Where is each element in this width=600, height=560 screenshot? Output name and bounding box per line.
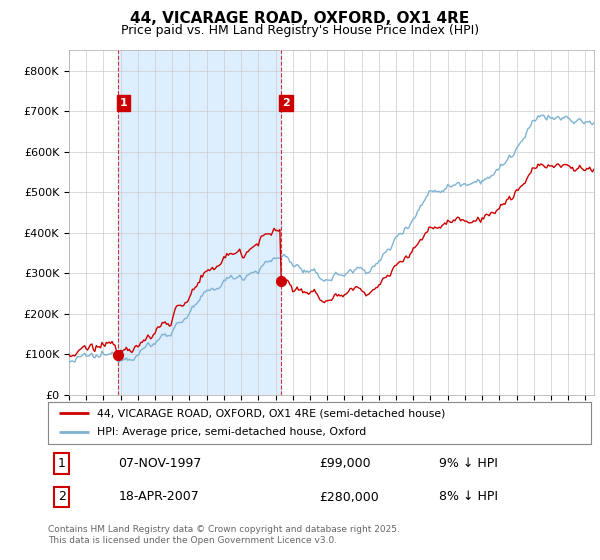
Text: Price paid vs. HM Land Registry's House Price Index (HPI): Price paid vs. HM Land Registry's House … — [121, 24, 479, 36]
Text: 1: 1 — [119, 98, 127, 108]
Text: 2: 2 — [58, 491, 65, 503]
Text: 1: 1 — [58, 457, 65, 470]
Text: £280,000: £280,000 — [320, 491, 379, 503]
Bar — [118, 50, 281, 395]
Text: 8% ↓ HPI: 8% ↓ HPI — [439, 491, 498, 503]
Text: HPI: Average price, semi-detached house, Oxford: HPI: Average price, semi-detached house,… — [97, 427, 366, 437]
Text: 44, VICARAGE ROAD, OXFORD, OX1 4RE: 44, VICARAGE ROAD, OXFORD, OX1 4RE — [130, 11, 470, 26]
Text: Contains HM Land Registry data © Crown copyright and database right 2025.
This d: Contains HM Land Registry data © Crown c… — [48, 525, 400, 545]
Text: 07-NOV-1997: 07-NOV-1997 — [119, 457, 202, 470]
Text: 44, VICARAGE ROAD, OXFORD, OX1 4RE (semi-detached house): 44, VICARAGE ROAD, OXFORD, OX1 4RE (semi… — [97, 408, 445, 418]
Text: 9% ↓ HPI: 9% ↓ HPI — [439, 457, 498, 470]
Text: £99,000: £99,000 — [320, 457, 371, 470]
Text: 18-APR-2007: 18-APR-2007 — [119, 491, 199, 503]
Point — [113, 350, 123, 359]
Text: 2: 2 — [282, 98, 290, 108]
Point — [276, 277, 286, 286]
